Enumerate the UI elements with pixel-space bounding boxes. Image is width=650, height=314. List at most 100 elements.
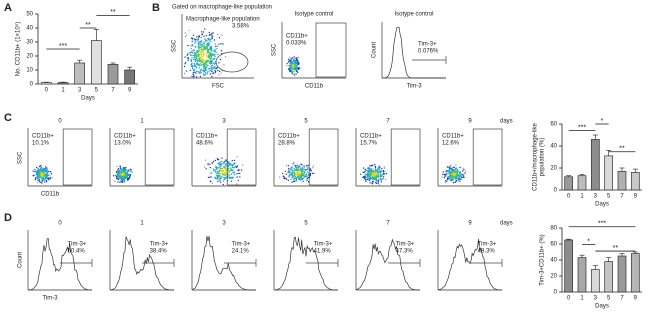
event-dot: [235, 183, 238, 185]
event-dot: [222, 43, 224, 45]
gate-label: CD11b+: [278, 134, 300, 140]
y-tick-label: 20: [26, 54, 33, 60]
gate-value: 12.6%: [442, 141, 460, 147]
event-dot: [194, 52, 196, 54]
event-dot: [209, 166, 211, 169]
event-dot: [220, 169, 222, 171]
event-dot: [198, 57, 200, 59]
event-dot: [36, 169, 38, 171]
event-dot: [291, 64, 293, 66]
event-dot: [210, 59, 212, 62]
event-dot: [130, 170, 132, 172]
event-dot: [199, 46, 201, 49]
event-dot: [212, 54, 214, 56]
event-dot: [125, 167, 127, 169]
gate-label: CD11b+: [360, 134, 382, 140]
event-dot: [365, 180, 367, 182]
event-dot: [289, 60, 291, 62]
event-dot: [204, 159, 207, 161]
event-dot: [221, 167, 223, 170]
event-dot: [368, 175, 370, 177]
event-dot: [208, 31, 210, 34]
event-dot: [224, 165, 226, 167]
gate-label: Tim-3+: [418, 42, 437, 48]
event-dot: [38, 176, 41, 178]
event-dot: [234, 162, 236, 164]
event-dot: [44, 170, 47, 173]
event-dot: [298, 175, 300, 177]
event-dot: [297, 172, 299, 174]
x-tick-label: 3: [78, 88, 82, 94]
event-dot: [377, 182, 379, 184]
event-dot: [46, 171, 48, 174]
event-dot: [452, 173, 454, 175]
event-dot: [442, 171, 444, 173]
event-dot: [117, 178, 120, 181]
event-dot: [232, 169, 234, 171]
event-dot: [208, 53, 211, 56]
event-dot: [236, 166, 238, 169]
event-dot: [293, 68, 295, 71]
event-dot: [212, 72, 214, 75]
event-dot: [291, 176, 293, 178]
bar: [630, 172, 640, 191]
event-dot: [444, 175, 446, 177]
event-dot: [36, 172, 38, 174]
event-dot: [218, 179, 220, 181]
event-dot: [443, 173, 446, 176]
event-dot: [191, 64, 193, 67]
event-dot: [126, 170, 129, 172]
event-dot: [459, 166, 461, 169]
event-dot: [299, 170, 302, 172]
event-dot: [207, 52, 210, 54]
event-dot: [203, 42, 205, 44]
event-dot: [218, 175, 220, 177]
event-dot: [191, 40, 193, 42]
event-dot: [295, 63, 297, 65]
event-dot: [301, 169, 303, 171]
event-dot: [382, 177, 384, 180]
event-dot: [211, 75, 213, 78]
event-dot: [288, 171, 290, 174]
event-dot: [119, 166, 121, 168]
event-dot: [127, 179, 129, 181]
x-tick-label: 5: [607, 194, 611, 200]
event-dot: [210, 69, 212, 72]
event-dot: [213, 66, 215, 68]
event-dot: [229, 167, 232, 169]
event-dot: [214, 177, 217, 179]
event-dot: [309, 174, 312, 176]
plot-title: Isotype control: [394, 12, 433, 18]
event-dot: [455, 168, 457, 170]
event-dot: [222, 183, 224, 186]
event-dot: [212, 62, 215, 64]
event-dot: [205, 168, 207, 170]
event-dot: [187, 53, 189, 55]
event-dot: [195, 66, 197, 68]
event-dot: [229, 163, 231, 166]
event-dot: [129, 168, 132, 170]
event-dot: [192, 52, 194, 54]
event-dot: [215, 168, 217, 170]
plot-axis-label: Tim-3: [406, 84, 422, 90]
event-dot: [217, 176, 219, 178]
gate: [62, 128, 93, 186]
event-dot: [198, 71, 200, 73]
event-dot: [184, 65, 186, 68]
event-dot: [236, 156, 238, 158]
event-dot: [307, 174, 309, 176]
event-dot: [202, 66, 205, 68]
x-tick-label: 7: [620, 194, 624, 200]
event-dot: [41, 180, 43, 182]
event-dot: [360, 173, 362, 175]
gate-value: 48.6%: [196, 141, 214, 147]
plot-axis-label: FSC: [212, 84, 225, 90]
event-dot: [451, 168, 453, 170]
event-dot: [125, 176, 127, 179]
event-dot: [227, 170, 230, 172]
event-dot: [205, 35, 208, 37]
event-dot: [112, 175, 115, 177]
gate-label: Tim-3+: [314, 242, 333, 248]
event-dot: [301, 172, 303, 175]
event-dot: [117, 169, 119, 171]
